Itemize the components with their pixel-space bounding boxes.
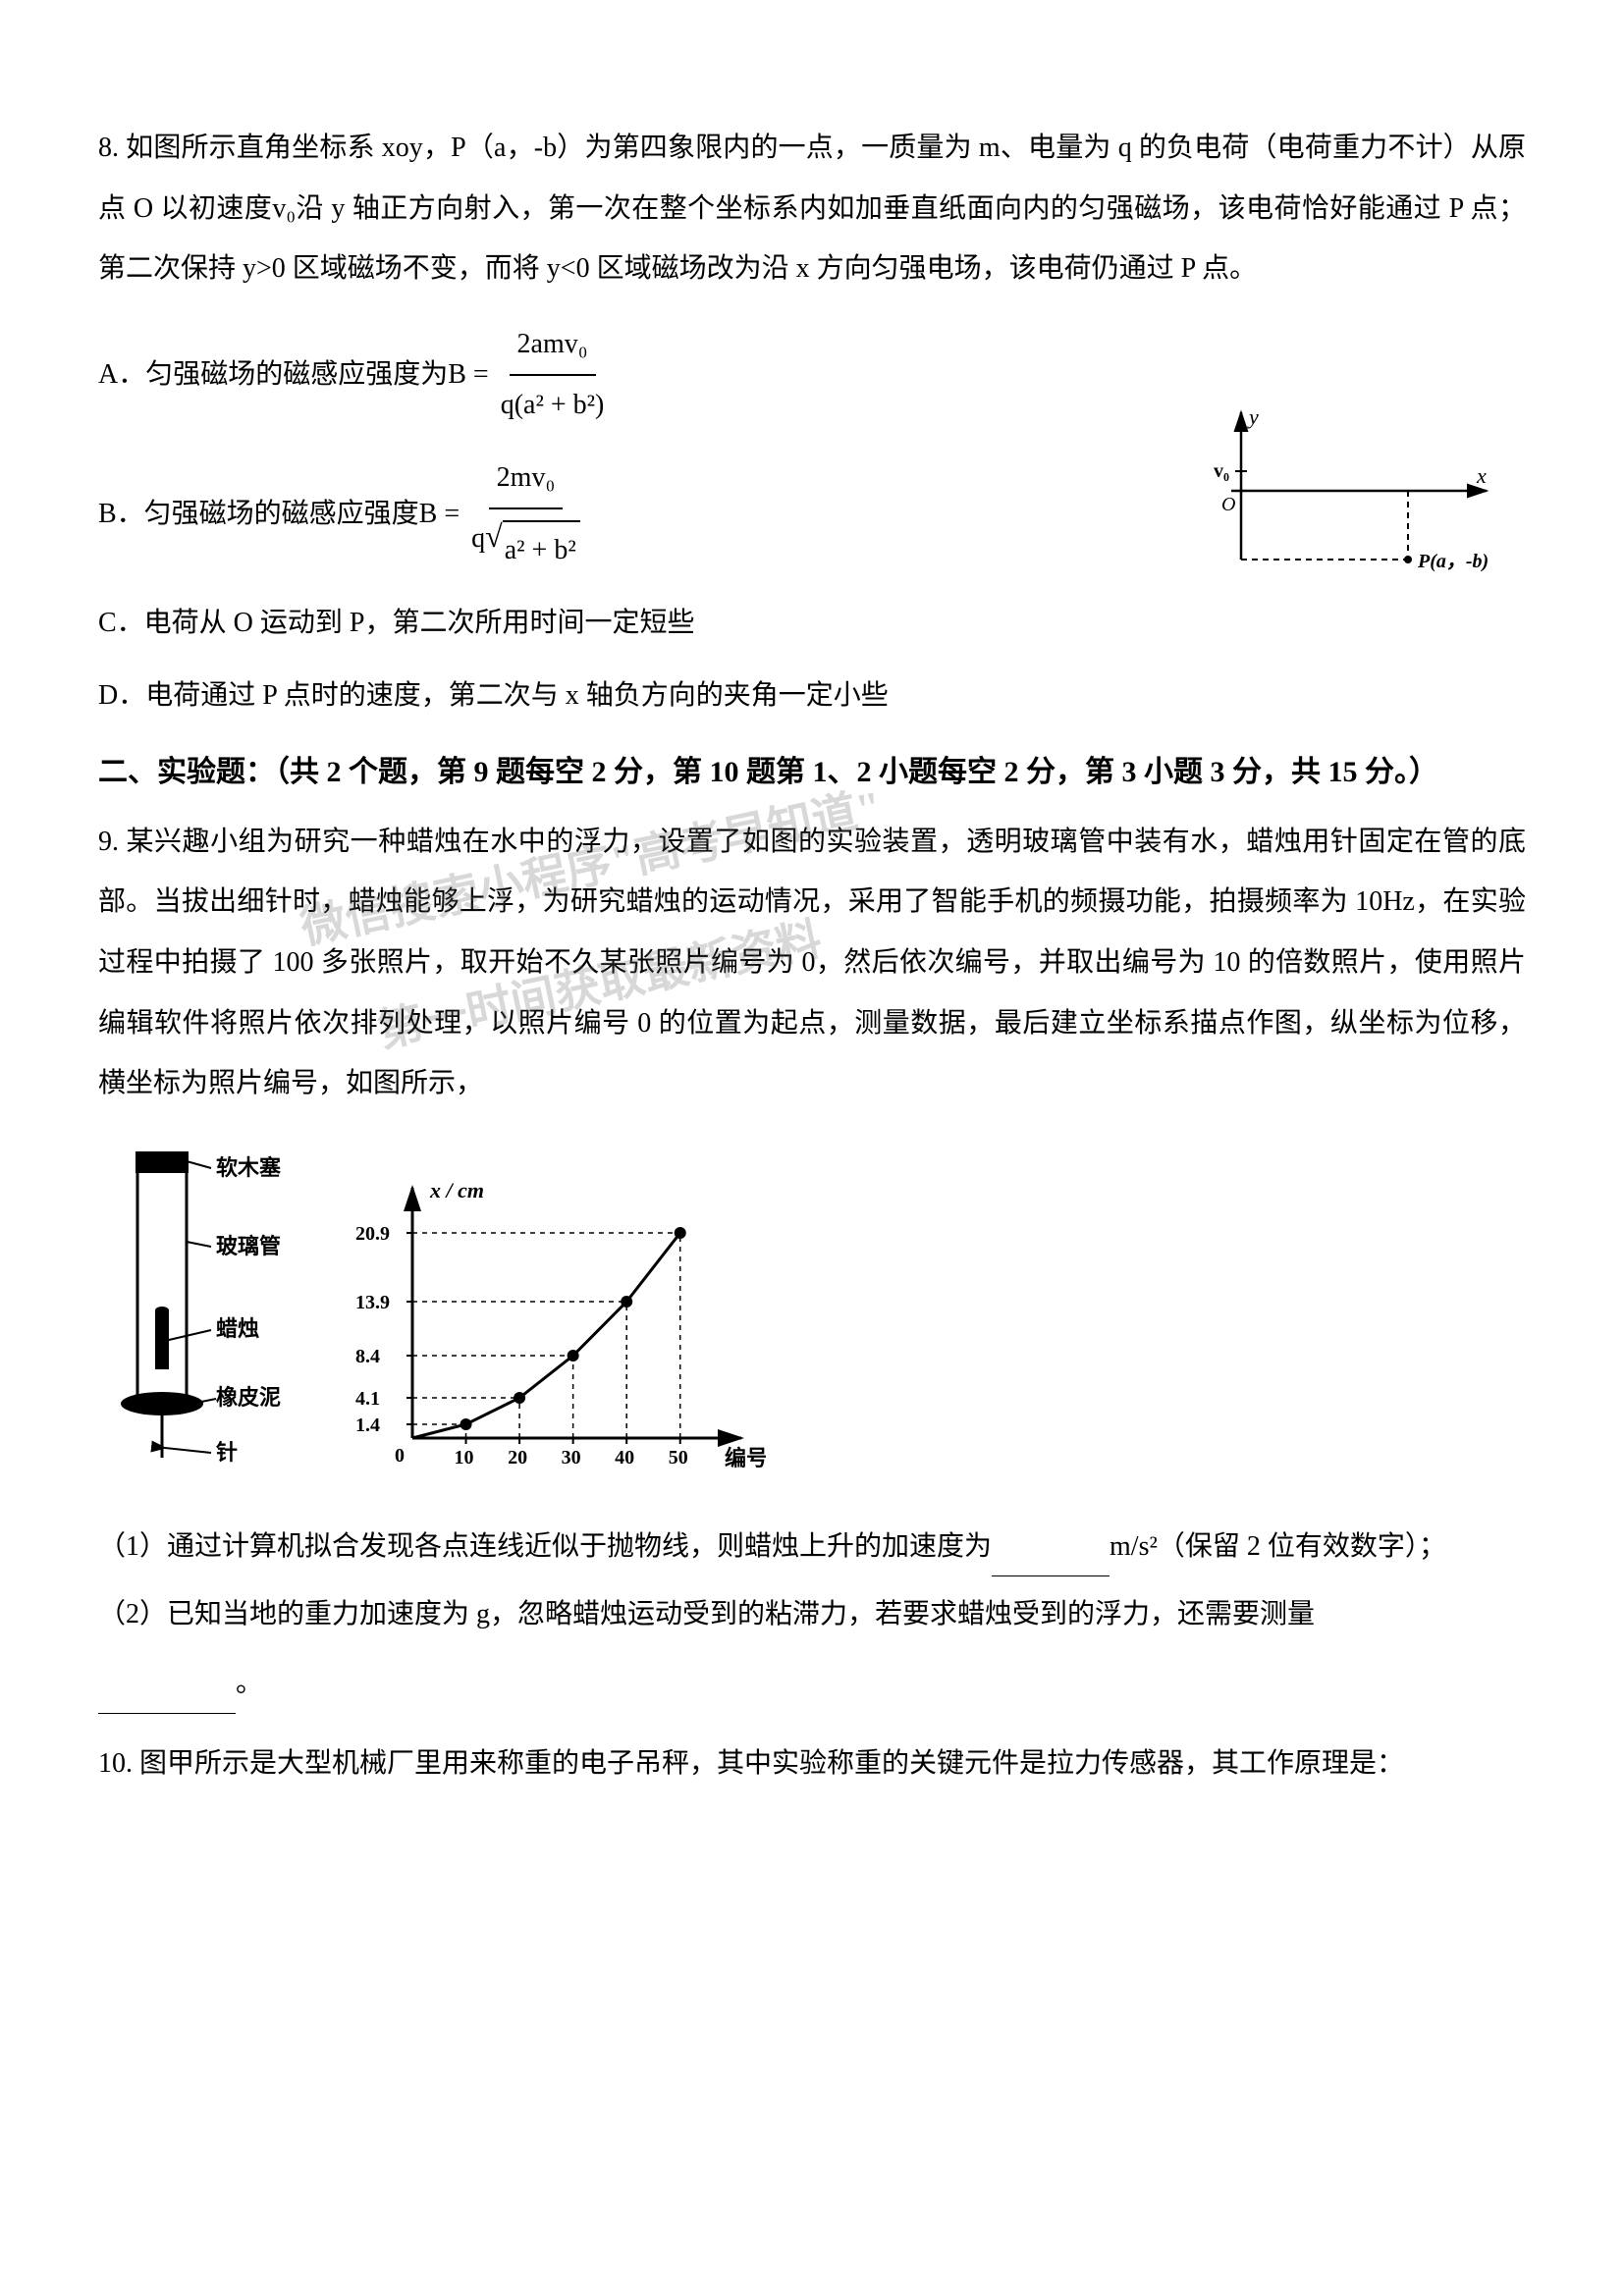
label-P: P(a，-b) [1417,551,1489,572]
q9-sub2-post: 。 [236,1668,263,1698]
svg-text:20: 20 [508,1447,527,1468]
q9-displacement-chart: x / cm 编号 0 10 20 30 40 50 1.4 4.1 8.4 13.9 20.9 [334,1173,766,1477]
q9-stem: 9. 某兴趣小组为研究一种蜡烛在水中的浮力，设置了如图的实验装置，透明玻璃管中装… [98,812,1526,1114]
svg-text:1.4: 1.4 [355,1415,380,1436]
q8-optB-prefix: B．匀强磁场的磁感应强度B = [98,487,460,542]
fraction: 2mv₀ q√a² + b² [463,451,588,578]
q9-figures: 软木塞 玻璃管 蜡烛 橡皮泥 针 x / cm 编号 0 10 20 30 40 50 1.4 4… [118,1144,1526,1477]
svg-text:20.9: 20.9 [355,1223,390,1245]
q9-sub2: （2）已知当地的重力加速度为 g，忽略蜡烛运动受到的粘滞力，若要求蜡烛受到的浮力… [98,1584,1526,1645]
label-v0: v₀ [1214,460,1229,482]
q9-sub1-post: m/s²（保留 2 位有效数字）； [1110,1531,1446,1562]
q9-sub1-pre: （1）通过计算机拟合发现各点连线近似于抛物线，则蜡烛上升的加速度为 [98,1531,992,1562]
denominator: q√a² + b² [463,509,588,578]
q8-stem: 8. 如图所示直角坐标系 xoy，P（a，-b）为第四象限内的一点，一质量为 m… [98,118,1526,299]
label-cork: 软木塞 [216,1155,282,1180]
numerator: 2mv₀ [489,451,564,509]
svg-text:x / cm: x / cm [429,1178,484,1202]
svg-text:50: 50 [669,1447,688,1468]
q9-sub2-line2: 。 [98,1653,1526,1714]
sqrt-body: a² + b² [503,520,580,578]
svg-text:13.9: 13.9 [355,1292,390,1313]
svg-text:4.1: 4.1 [355,1388,380,1410]
svg-text:0: 0 [395,1445,405,1467]
label-tube: 玻璃管 [216,1234,281,1258]
svg-text:8.4: 8.4 [355,1346,380,1367]
sqrt: √a² + b² [485,520,580,578]
label-O: O [1221,494,1235,515]
section-2-heading: 二、实验题：（共 2 个题，第 9 题每空 2 分，第 10 题第 1、2 小题… [98,743,1526,802]
question-8: 8. 如图所示直角坐标系 xoy，P（a，-b）为第四象限内的一点，一质量为 m… [98,118,1526,723]
label-candle: 蜡烛 [216,1316,259,1341]
svg-text:30: 30 [562,1447,581,1468]
label-needle: 针 [216,1440,238,1465]
blank-input[interactable] [98,1681,236,1714]
svg-text:40: 40 [615,1447,634,1468]
q8-optA-prefix: A．匀强磁场的磁感应强度为B = [98,347,489,402]
fraction: 2amv₀ q(a² + b²) [493,317,613,433]
q8-option-d: D．电荷通过 P 点时的速度，第二次与 x 轴负方向的夹角一定小些 [98,668,1526,723]
label-x: x [1476,463,1487,488]
blank-input[interactable] [992,1544,1110,1577]
denominator: q(a² + b²) [493,376,613,433]
q9-sub2-pre: （2）已知当地的重力加速度为 g，忽略蜡烛运动受到的粘滞力，若要求蜡烛受到的浮力… [98,1599,1315,1629]
q9-sub1: （1）通过计算机拟合发现各点连线近似于抛物线，则蜡烛上升的加速度为 m/s²（保留… [98,1517,1526,1577]
q9-apparatus-diagram: 软木塞 玻璃管 蜡烛 橡皮泥 针 [118,1144,295,1477]
label-y: y [1247,404,1259,429]
numerator: 2amv₀ [510,317,596,376]
svg-text:编号: 编号 [725,1446,766,1470]
q10-stem: 10. 图甲所示是大型机械厂里用来称重的电子吊秤，其中实验称重的关键元件是拉力传… [98,1734,1526,1794]
svg-text:10: 10 [455,1447,474,1468]
q8-coordinate-diagram: y x v₀ O P(a，-b) [1182,402,1506,618]
label-putty: 橡皮泥 [216,1385,281,1410]
den-q: q [471,523,485,554]
sqrt-symbol: √ [485,520,503,552]
question-9: 9. 某兴趣小组为研究一种蜡烛在水中的浮力，设置了如图的实验装置，透明玻璃管中装… [98,812,1526,1714]
